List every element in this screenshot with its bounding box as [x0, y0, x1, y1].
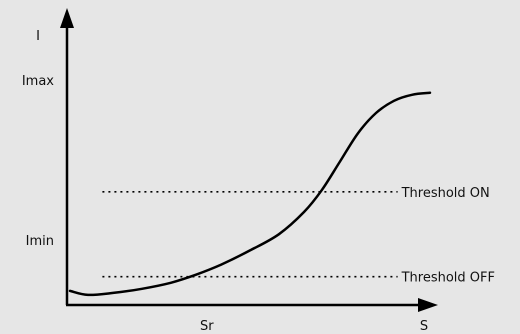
axes	[60, 8, 438, 312]
x-axis-arrowhead	[418, 298, 438, 312]
threshold-off-label: Threshold OFF	[401, 271, 495, 286]
x-tick-label-sr: Sr	[200, 319, 214, 334]
series-line	[68, 91, 432, 297]
threshold-on-label: Threshold ON	[401, 186, 490, 201]
x-axis-label: S	[420, 319, 428, 334]
y-tick-label-imin: Imin	[26, 234, 54, 249]
y-axis-label: I	[36, 29, 40, 44]
y-axis-arrowhead	[60, 8, 74, 28]
y-tick-label-imax: Imax	[22, 74, 54, 89]
